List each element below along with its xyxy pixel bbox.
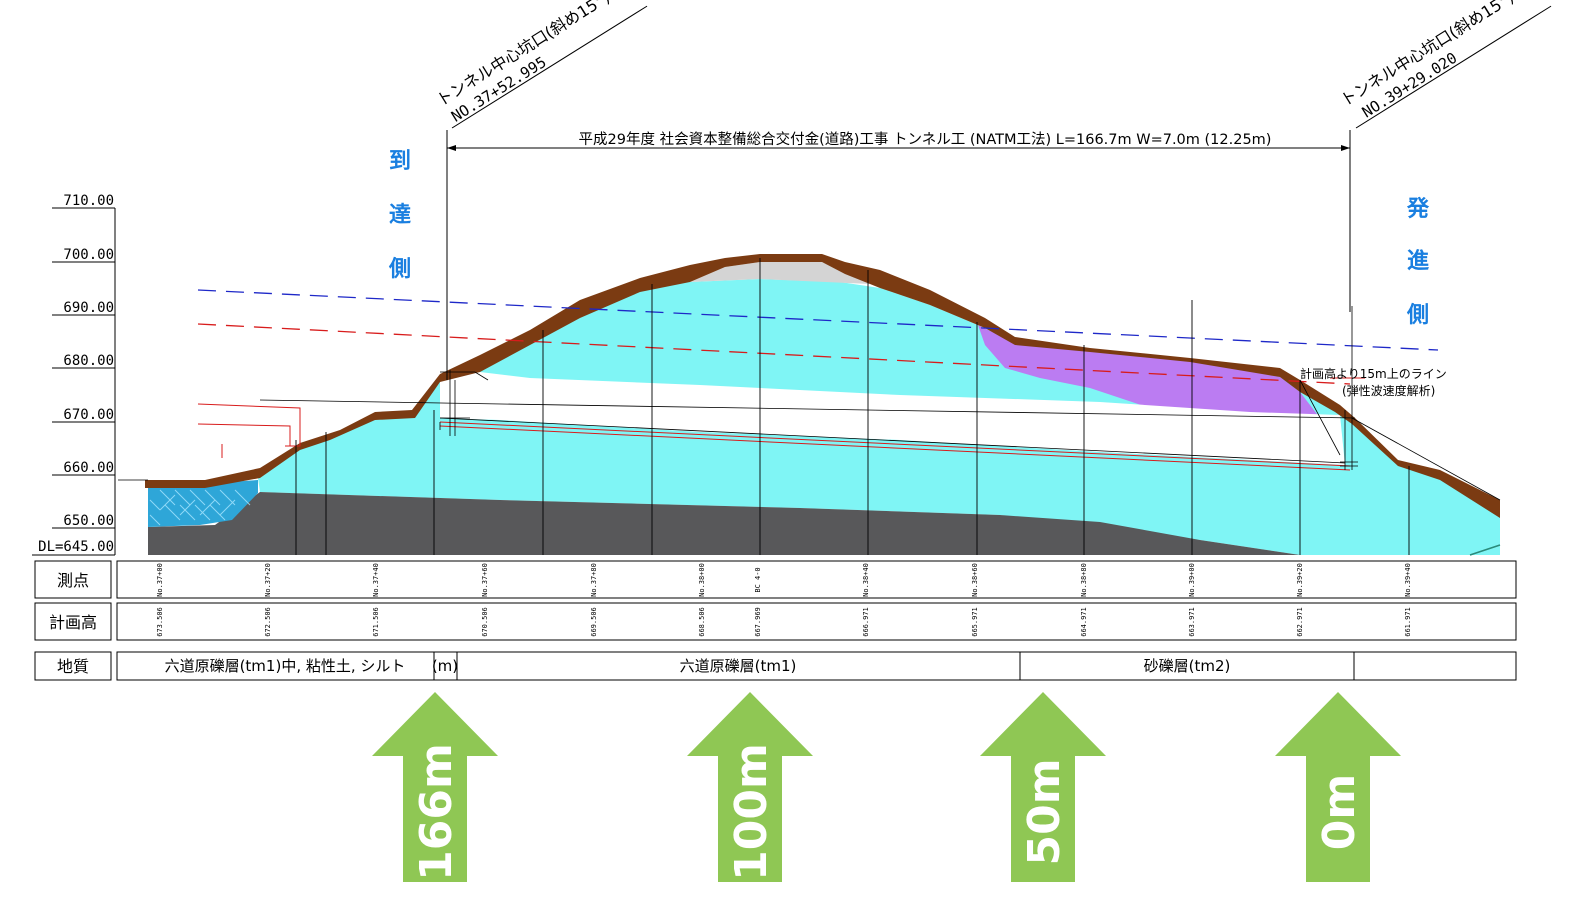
dark-layer [148,492,1300,555]
station-label: No.38+60 [971,563,979,597]
distance-arrow: 50m [980,692,1106,882]
plan-height-label: 669.506 [590,607,598,637]
arrow-shape [372,692,498,882]
plan-height-label: 663.971 [1188,607,1196,637]
geology-seg-3: 六道原礫層(tm1) [680,657,797,675]
station-label: No.38+00 [698,563,706,597]
plan-height-labels: 673.506 672.506 671.506 670.506 669.506 668.5… [156,607,1412,637]
station-label: No.37+00 [156,563,164,597]
geology-seg-2: (m) [432,657,458,675]
blue-dashed-line [197,289,1439,351]
side-right-char-1: 発 [1406,197,1430,222]
portal-left-line1: トンネル中心坑口(斜め15°) [433,0,613,110]
station-lines [295,258,1410,555]
plan-height-label: 664.971 [1080,607,1088,637]
elev-label-660: 660.00 [63,460,114,476]
arrow-distance-label: 0m [1314,774,1365,850]
plan-height-label: 671.506 [372,607,380,637]
elev-label-690: 690.00 [63,300,114,316]
portal-right-line1: トンネル中心坑口(斜め15°) [1337,0,1517,110]
distance-arrow: 166m [372,692,498,882]
distance-arrows: 166m 100m 50m 0m [372,692,1401,882]
station-label: No.38+80 [1080,563,1088,597]
red-structure [197,403,301,458]
arrow-distance-label: 100m [726,743,777,881]
arrow-shape [687,692,813,882]
geology-seg-4: 砂礫層(tm2) [1144,657,1231,675]
arrow-distance-label: 166m [411,743,462,881]
plan-height-label: 661.971 [1404,607,1412,637]
distance-arrow: 100m [687,692,813,882]
station-labels: No.37+00 No.37+20 No.37+40 No.37+60 No.37+80… [156,563,1412,597]
elev-label-670: 670.00 [63,407,114,423]
plan-height-label: 668.506 [698,607,706,637]
station-label: No.39+00 [1188,563,1196,597]
red-dashed-line [197,323,1351,385]
dimension-line [446,130,1351,380]
gray-cap [690,262,870,284]
side-left-char-3: 側 [388,257,411,282]
plan-height-label: 665.971 [971,607,979,637]
portal-right-label: トンネル中心坑口(斜め15°) NO.39+29.020 [1337,0,1552,129]
row-label-station: 測点 [57,571,89,590]
annotation-15m: 計画高より15m上のライン (弾性波速度解析) [1300,366,1447,398]
station-label: No.37+60 [481,563,489,597]
arrow-shape [980,692,1106,882]
side-right-char-3: 側 [1406,303,1429,328]
station-label: No.39+40 [1404,563,1412,597]
plan-height-label: 666.971 [862,607,870,637]
geology-row: 地質 六道原礫層(tm1)中, 粘性土, シルト (m) 六道原礫層(tm1) … [34,651,1517,681]
station-label: No.37+80 [590,563,598,597]
elev-label-650: 650.00 [63,513,114,529]
station-label: No.37+20 [264,563,272,597]
side-right-char-2: 進 [1407,249,1429,274]
plan-height-label: 673.506 [156,607,164,637]
station-label: No.37+40 [372,563,380,597]
tunnel-band [440,372,1345,465]
row-label-geology: 地質 [57,657,89,676]
plan-height-label: 662.971 [1296,607,1304,637]
station-label: BC 4-0 [754,567,762,592]
plan-height-label: 670.506 [481,607,489,637]
elev-label-dl: DL=645.00 [38,539,114,555]
plan-height-label: 667.969 [754,607,762,637]
geology-seg-1: 六道原礫層(tm1)中, 粘性土, シルト [165,657,406,675]
station-label: No.38+40 [862,563,870,597]
row-label-plan: 計画高 [49,613,97,632]
station-label: No.39+20 [1296,563,1304,597]
elev-label-710: 710.00 [63,193,114,209]
portal-left-label: トンネル中心坑口(斜め15°) NO.37+52.995 [433,0,648,129]
arrow-shape [1275,692,1401,882]
elevation-axis: 710.00 700.00 690.00 680.00 670.00 660.0… [32,193,116,556]
project-title: 平成29年度 社会資本整備総合交付金(道路)工事 トンネル工 (NATM工法) … [579,130,1272,148]
elev-label-680: 680.00 [63,353,114,369]
side-left-char-2: 達 [389,202,411,228]
plan-height-label: 672.506 [264,607,272,637]
annotation-line1: 計画高より15m上のライン [1300,366,1447,381]
hatch-marks [149,489,251,526]
side-left-char-1: 到 [389,149,411,174]
station-row: 測点 [34,560,1517,599]
distance-arrow: 0m [1275,692,1401,882]
annotation-line2: (弾性波速度解析) [1342,383,1435,398]
elev-label-700: 700.00 [63,247,114,263]
arrow-distance-label: 50m [1019,758,1070,865]
plan-row: 計画高 [34,602,1517,641]
